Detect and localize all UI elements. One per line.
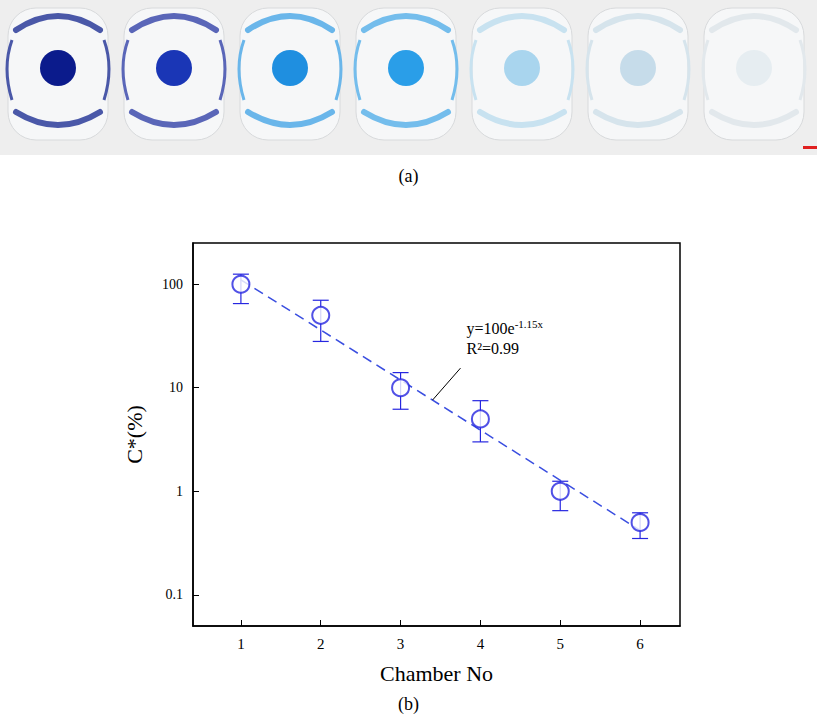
svg-text:4: 4 [477, 636, 485, 652]
svg-text:3: 3 [397, 636, 405, 652]
svg-text:C*(%): C*(%) [122, 405, 147, 464]
svg-text:1: 1 [176, 484, 183, 499]
html-text:(a): (a) [398, 166, 419, 186]
svg-text:1: 1 [237, 636, 245, 652]
svg-text:100: 100 [162, 277, 183, 292]
svg-text:0.1: 0.1 [166, 587, 184, 602]
svg-text:Chamber No: Chamber No [380, 661, 493, 686]
svg-text:-1.15x: -1.15x [515, 318, 544, 330]
svg-text:10: 10 [169, 380, 183, 395]
svg-text:5: 5 [556, 636, 564, 652]
svg-text:y=100e: y=100e [467, 320, 515, 338]
svg-text:2: 2 [317, 636, 325, 652]
svg-text:6: 6 [636, 636, 644, 652]
svg-text:R²=0.99: R²=0.99 [467, 340, 519, 357]
html-text:(b): (b) [398, 694, 419, 714]
